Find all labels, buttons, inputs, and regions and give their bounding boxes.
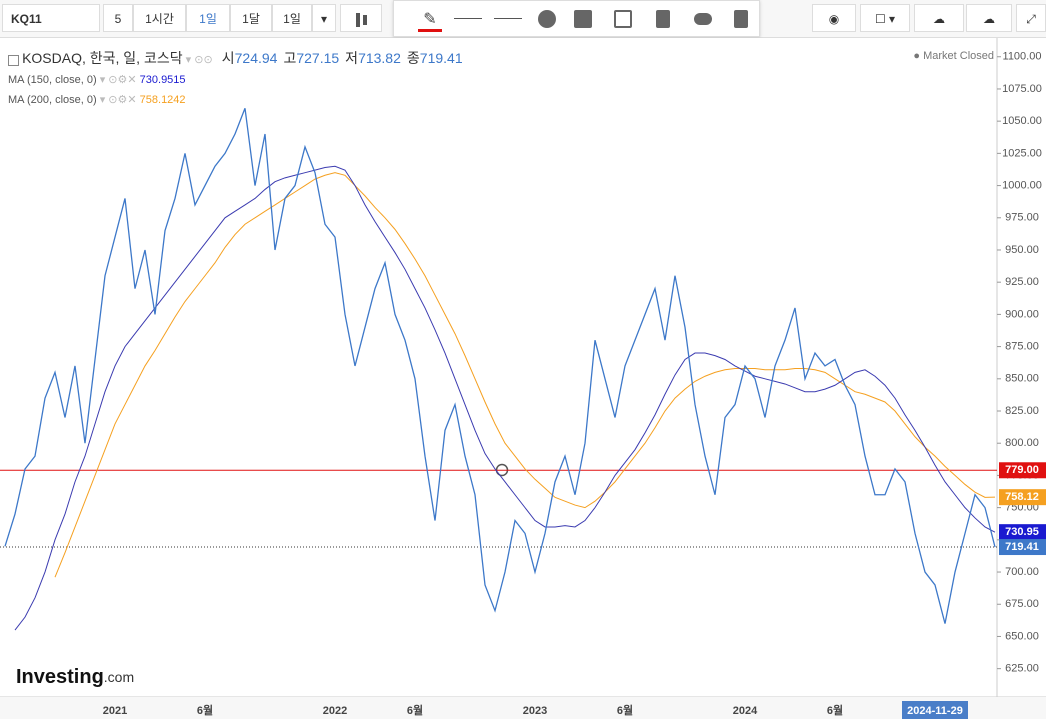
legend-value: 758.1242 [139,94,186,106]
legend-value: 730.9515 [139,74,186,86]
y-tick-label: 950.00 [1005,244,1039,256]
x-tick-label: 2021 [103,705,127,717]
series-line [4,108,996,624]
ohlc-label: 시 [221,50,235,66]
price-label-bg [999,489,1046,506]
logo: Investing.com [16,666,134,688]
y-tick-label: 625.00 [1005,663,1039,675]
x-tick-label: 2024 [733,705,758,717]
x-tick-label: 2024-11-29 [907,705,963,717]
ohlc: 시724.94 고727.15 저713.82 종719.41 [216,50,463,66]
y-tick-label: 1100.00 [1003,51,1042,63]
legend-ma150: MA (150, close, 0) ▾ ⊙⚙✕ 730.9515 [8,74,186,86]
interval-button[interactable]: 1달 [230,4,272,32]
drawing-toolbar: ✎ [393,0,760,37]
x-tick-label: 6월 [407,703,423,717]
ohlc-value: 713.82 [358,50,401,66]
y-tick-label: 1025.00 [1002,147,1042,159]
y-tick-label: 1050.00 [1002,115,1042,127]
legend-ma200: MA (200, close, 0) ▾ ⊙⚙✕ 758.1242 [8,94,186,106]
chart-background [0,38,1046,719]
x-axis-strip [0,697,1046,719]
y-tick-label: 1075.00 [1002,83,1042,95]
ohlc-label: 종 [406,50,420,66]
price-label: 730.95 [1005,526,1039,538]
chart-type-button[interactable] [340,4,382,32]
y-tick-label: 650.00 [1005,630,1039,642]
line-style[interactable] [454,18,482,19]
series-line [14,165,996,631]
x-tick-label: 2023 [523,705,547,717]
ohlc-label: 고 [283,50,297,66]
price-label-bg [999,462,1046,479]
price-label: 758.12 [1005,491,1039,503]
series-line [54,172,996,578]
layers-icon[interactable] [574,10,592,28]
price-label-bg [999,524,1046,541]
download-button[interactable]: ☁ [914,4,964,32]
y-tick-label: 825.00 [1005,405,1039,417]
lock-icon[interactable] [656,10,670,28]
settings-icon[interactable] [538,10,556,28]
x-tick-label: 6월 [827,703,843,717]
y-tick-label: 700.00 [1005,566,1039,578]
x-tick-label: 2022 [323,705,347,717]
pen-tool[interactable]: ✎ [418,9,442,32]
x-tick-label: 6월 [197,703,213,717]
legend-main: KOSDAQ, 한국, 일, 코스닥 ▾ ⊙⊙ 시724.94 고727.15 저7… [8,48,463,68]
color-button[interactable]: ☐ ▾ [860,4,910,32]
y-tick-label: 800.00 [1005,437,1039,449]
price-label: 779.00 [1005,464,1039,476]
x-tick-label: 6월 [617,703,633,717]
y-tick-label: 1000.00 [1002,179,1042,191]
interval-button[interactable]: 1일 [272,4,312,32]
interval-button[interactable]: 1시간 [133,4,186,32]
price-label: 719.41 [1005,541,1039,553]
series-name: MA (150, close, 0) [8,74,97,86]
symbol-input[interactable]: KQ11 [2,4,100,32]
y-tick-label: 850.00 [1005,373,1039,385]
ohlc-value: 724.94 [234,50,278,66]
y-tick-label: 900.00 [1005,308,1039,320]
market-status: ● Market Closed [913,50,994,62]
line-width[interactable] [494,18,522,19]
market-status-text: Market Closed [923,50,994,62]
series-name: MA (200, close, 0) [8,94,97,106]
y-tick-label: 975.00 [1005,212,1039,224]
screenshot-button[interactable]: ◉ [812,4,856,32]
y-tick-label: 925.00 [1005,276,1039,288]
copy-icon[interactable] [614,10,632,28]
eye-icon[interactable] [694,13,712,25]
interval-button[interactable]: 1일 [186,4,230,32]
ohlc-label: 저 [345,50,359,66]
logo-name: Investing [16,666,104,688]
interval-dropdown[interactable]: ▾ [312,4,336,32]
crosshair-label-bg [902,701,968,719]
ohlc-value: 727.15 [296,50,340,66]
price-label-bg [999,539,1046,556]
interval-button[interactable]: 5 [103,4,133,32]
upload-button[interactable]: ☁ [966,4,1012,32]
y-tick-label: 875.00 [1005,341,1039,353]
series-name: KOSDAQ, 한국, 일, 코스닥 [22,50,183,66]
logo-suffix: .com [104,669,134,685]
delete-icon[interactable] [734,10,748,28]
y-tick-label: 750.00 [1005,502,1039,514]
ohlc-value: 719.41 [419,50,463,66]
y-tick-label: 675.00 [1005,598,1039,610]
